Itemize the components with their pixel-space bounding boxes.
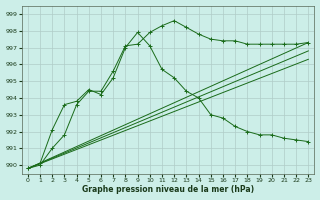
X-axis label: Graphe pression niveau de la mer (hPa): Graphe pression niveau de la mer (hPa): [82, 185, 254, 194]
